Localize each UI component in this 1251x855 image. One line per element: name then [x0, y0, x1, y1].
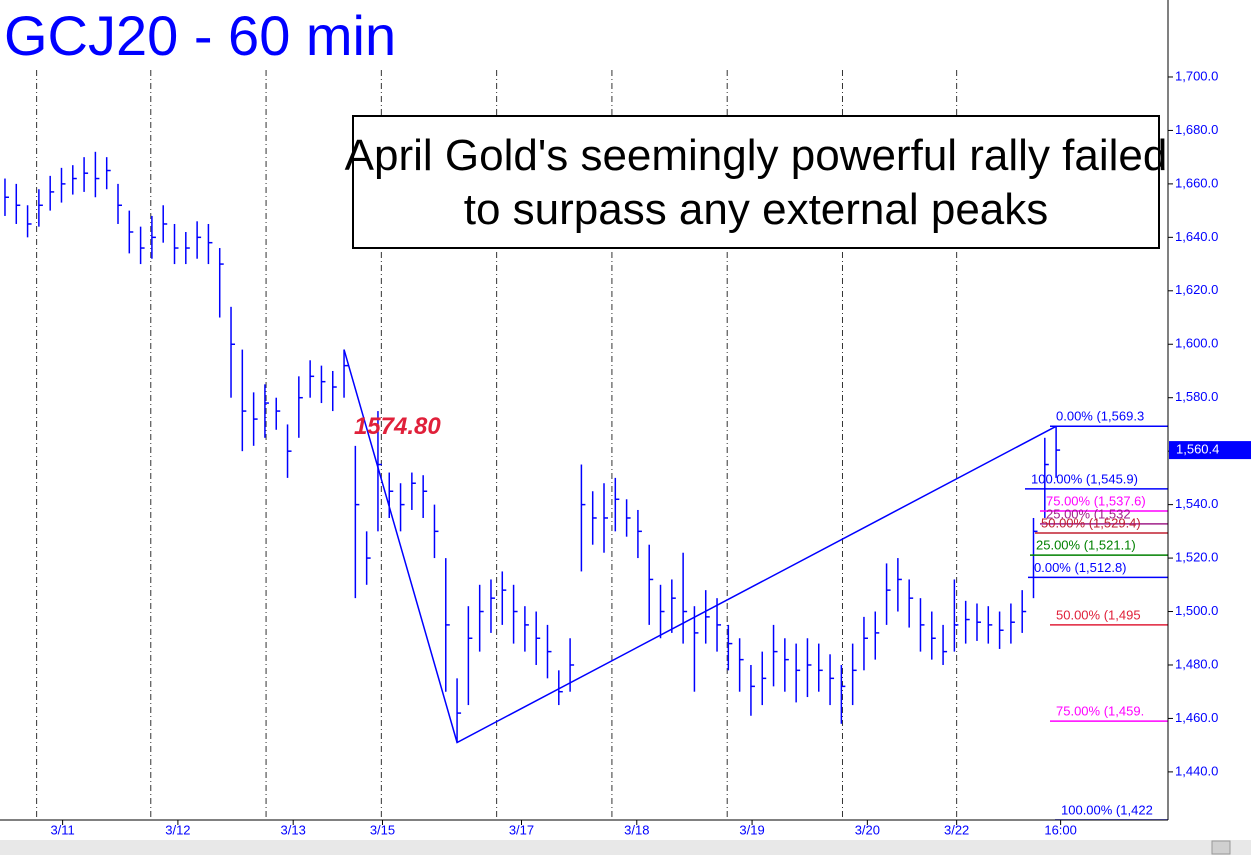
y-tick-label: 1,700.0	[1175, 68, 1218, 83]
x-tick-label: 3/17	[509, 822, 534, 837]
scroll-button[interactable]	[1211, 840, 1231, 855]
annotation-box	[352, 115, 1160, 249]
x-tick-label: 3/22	[944, 822, 969, 837]
plot-area: 0.00% (1,569.3 100.00% (1,545.9) 75.00% (1…	[4, 70, 1168, 820]
x-tick-label: 3/13	[281, 822, 306, 837]
level-label: 25.00% (1,521.1)	[1036, 538, 1136, 553]
x-tick-label: 3/11	[50, 822, 74, 837]
level-label: 50.00% (1,529.4)	[1041, 515, 1141, 530]
y-tick-label: 1,660.0	[1175, 175, 1218, 190]
level-label: 100.00% (1,545.9)	[1031, 471, 1138, 486]
x-tick-label: 3/12	[165, 822, 190, 837]
level-label: 75.00% (1,459.	[1056, 704, 1144, 719]
level-label: 0.00% (1,569.3	[1056, 409, 1144, 424]
x-tick-label: 3/19	[739, 822, 764, 837]
y-tick-label: 1,620.0	[1175, 282, 1218, 297]
x-tick-label: 3/20	[855, 822, 880, 837]
x-tick-label: 16:00	[1044, 822, 1077, 837]
chart-title: GCJ20 - 60 min	[4, 4, 396, 67]
level-label: 75.00% (1,537.6)	[1046, 493, 1146, 508]
scrollbar[interactable]	[0, 840, 1251, 855]
level-label: 50.00% (1,495	[1056, 607, 1141, 622]
y-tick-label: 1,460.0	[1175, 710, 1218, 725]
annotation: April Gold's seemingly powerful rally fa…	[345, 131, 1168, 234]
y-tick-label: 1,640.0	[1175, 229, 1218, 244]
last-price-label: 1,560.4	[1176, 442, 1219, 457]
peak-label: 1574.80	[354, 413, 441, 440]
y-tick-label: 1,440.0	[1175, 763, 1218, 778]
y-tick-label: 1,520.0	[1175, 550, 1218, 565]
x-tick-label: 3/15	[370, 822, 395, 837]
last-price-tag	[1169, 441, 1251, 460]
trendline	[343, 349, 1057, 744]
y-tick-label: 1,480.0	[1175, 656, 1218, 671]
level-label: 100.00% (1,422	[1061, 802, 1153, 817]
x-tick-label: 3/18	[624, 822, 649, 837]
y-tick-label: 1,680.0	[1175, 122, 1218, 137]
y-tick-label: 1,540.0	[1175, 496, 1218, 511]
level-label: 0.00% (1,512.8)	[1034, 560, 1127, 575]
y-tick-label: 1,600.0	[1175, 336, 1218, 351]
y-tick-label: 1,580.0	[1175, 389, 1218, 404]
level-label: 25.00% (1,532	[1046, 506, 1131, 521]
y-tick-label: 1,500.0	[1175, 603, 1218, 618]
